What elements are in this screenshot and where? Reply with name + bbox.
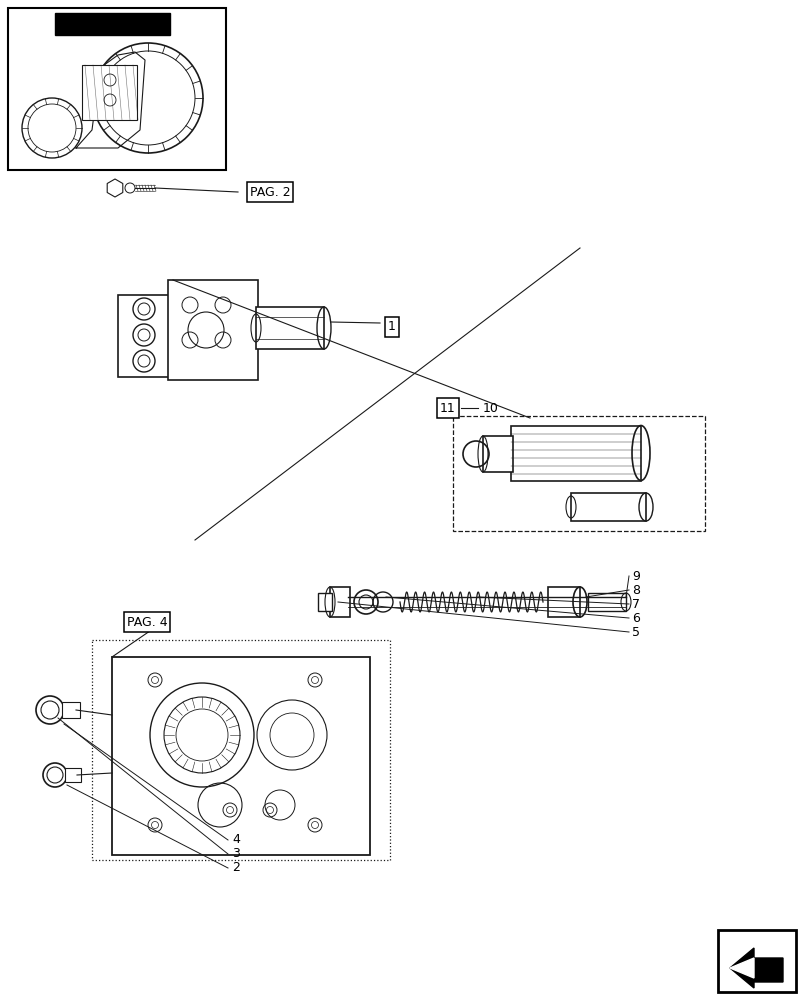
Polygon shape (729, 948, 782, 988)
Bar (65, 768, 81, 782)
Bar (55, 13, 169, 35)
Text: PAG. 2: PAG. 2 (249, 186, 290, 198)
Bar (570, 493, 646, 521)
Bar (587, 593, 625, 611)
Bar (112, 657, 370, 855)
Text: 8: 8 (631, 584, 639, 596)
Bar (92, 640, 389, 860)
Text: PAG. 4: PAG. 4 (127, 615, 167, 629)
Bar (510, 426, 640, 481)
Polygon shape (107, 179, 122, 197)
Bar (8, 8, 225, 170)
Text: 1: 1 (388, 320, 396, 334)
Polygon shape (729, 958, 753, 978)
Bar (453, 416, 704, 531)
Text: 2: 2 (232, 861, 239, 874)
Text: 5: 5 (631, 626, 639, 639)
Text: 11: 11 (440, 401, 455, 414)
Text: 3: 3 (232, 847, 239, 860)
Bar (62, 702, 80, 718)
Bar (318, 593, 332, 611)
Bar (118, 295, 169, 377)
Text: 9: 9 (631, 570, 639, 582)
Bar (483, 436, 513, 472)
Bar (717, 930, 795, 992)
Bar (168, 280, 258, 380)
Text: 10: 10 (483, 401, 498, 414)
Bar (255, 307, 324, 349)
Bar (82, 65, 137, 120)
Text: 4: 4 (232, 833, 239, 846)
Text: 6: 6 (631, 611, 639, 624)
Bar (329, 587, 350, 617)
Text: 7: 7 (631, 597, 639, 610)
Bar (547, 587, 579, 617)
